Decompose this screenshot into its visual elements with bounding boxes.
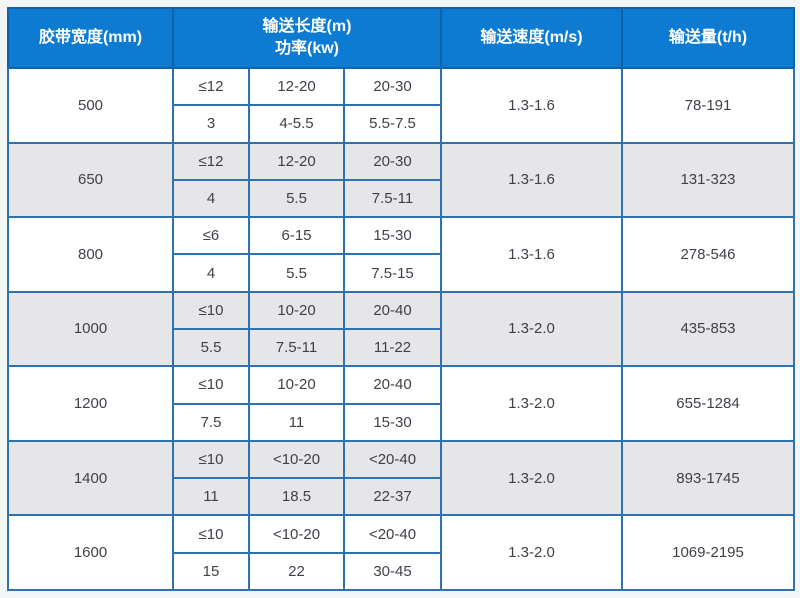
cell-power-3: 22-37 bbox=[343, 477, 442, 517]
col-header-speed: 输送速度(m/s) bbox=[440, 7, 623, 69]
cell-length-2: 10-20 bbox=[248, 365, 345, 405]
table-row: 1600 ≤10 <10-20 <20-40 1.3-2.0 1069-2195 bbox=[7, 514, 795, 591]
belt-group-650: 650 ≤12 12-20 20-30 1.3-1.6 131-323 4 5.… bbox=[7, 141, 795, 219]
cell-power-3: 7.5-11 bbox=[343, 178, 442, 219]
cell-power-3: 15-30 bbox=[343, 402, 442, 442]
cell-length-3: <20-40 bbox=[343, 439, 442, 480]
cell-capacity: 893-1745 bbox=[621, 439, 795, 517]
cell-capacity: 435-853 bbox=[621, 290, 795, 368]
cell-length-2: <10-20 bbox=[248, 439, 345, 480]
cell-length-3: 20-40 bbox=[343, 290, 442, 330]
table-row: 15 22 30-45 bbox=[8, 551, 794, 592]
col-header-belt-width: 胶带宽度(mm) bbox=[7, 7, 174, 69]
cell-length-3: 20-30 bbox=[343, 141, 442, 181]
cell-speed: 1.3-1.6 bbox=[440, 141, 623, 219]
cell-power-2: 5.5 bbox=[248, 253, 345, 293]
cell-power-2: 4-5.5 bbox=[248, 104, 345, 144]
table-row: 1200 ≤10 10-20 20-40 1.3-2.0 655-1284 bbox=[7, 365, 795, 442]
cell-length-3: 20-40 bbox=[343, 365, 442, 405]
cell-capacity: 131-323 bbox=[621, 141, 795, 219]
cell-speed: 1.3-1.6 bbox=[440, 67, 623, 144]
cell-capacity: 1069-2195 bbox=[621, 514, 795, 591]
cell-length-1: ≤12 bbox=[172, 141, 250, 181]
conveyor-spec-table: 胶带宽度(mm) 输送长度(m) 功率(kw) 输送速度(m/s) 输送量(t/… bbox=[7, 7, 795, 592]
cell-length-2: 6-15 bbox=[248, 216, 345, 256]
col-header-length-power: 输送长度(m) 功率(kw) bbox=[172, 7, 442, 69]
cell-power-1: 7.5 bbox=[172, 402, 250, 442]
belt-group-1400: 1400 ≤10 <10-20 <20-40 1.3-2.0 893-1745 … bbox=[7, 439, 795, 517]
header-row: 胶带宽度(mm) 输送长度(m) 功率(kw) 输送速度(m/s) 输送量(t/… bbox=[7, 7, 795, 69]
table-row: 1400 ≤10 <10-20 <20-40 1.3-2.0 893-1745 bbox=[7, 439, 795, 517]
cell-length-1: ≤10 bbox=[172, 514, 250, 554]
header-power-label: 功率(kw) bbox=[274, 40, 339, 57]
cell-power-1: 15 bbox=[172, 551, 250, 592]
table-row: 7.5 11 15-30 bbox=[8, 402, 794, 442]
cell-power-1: 5.5 bbox=[172, 327, 250, 368]
cell-power-2: 18.5 bbox=[248, 477, 345, 517]
cell-length-2: 12-20 bbox=[248, 66, 345, 107]
cell-power-1: 4 bbox=[172, 178, 250, 219]
cell-belt-width: 800 bbox=[7, 216, 174, 293]
table-row: 650 ≤12 12-20 20-30 1.3-1.6 131-323 bbox=[7, 141, 795, 219]
cell-power-2: 7.5-11 bbox=[248, 327, 345, 368]
table-row: 4 5.5 7.5-11 bbox=[8, 178, 794, 219]
cell-length-1: ≤10 bbox=[172, 439, 250, 480]
cell-speed: 1.3-2.0 bbox=[440, 439, 623, 517]
cell-power-2: 11 bbox=[248, 402, 345, 442]
cell-belt-width: 1600 bbox=[7, 514, 174, 591]
table-row: 500 ≤12 12-20 20-30 1.3-1.6 78-191 bbox=[7, 66, 795, 144]
cell-capacity: 278-546 bbox=[621, 216, 795, 293]
table-row: 4 5.5 7.5-15 bbox=[8, 253, 794, 293]
cell-belt-width: 500 bbox=[7, 67, 174, 144]
cell-speed: 1.3-2.0 bbox=[440, 514, 623, 591]
cell-length-3: 15-30 bbox=[343, 216, 442, 256]
cell-power-3: 30-45 bbox=[343, 551, 442, 592]
belt-group-500: 500 ≤12 12-20 20-30 1.3-1.6 78-191 3 4-5… bbox=[7, 66, 795, 144]
cell-power-1: 11 bbox=[172, 477, 250, 517]
cell-length-1: ≤6 bbox=[172, 216, 250, 256]
cell-power-3: 5.5-7.5 bbox=[343, 104, 442, 144]
belt-group-1200: 1200 ≤10 10-20 20-40 1.3-2.0 655-1284 7.… bbox=[7, 365, 795, 442]
cell-length-2: 12-20 bbox=[248, 141, 345, 181]
cell-speed: 1.3-2.0 bbox=[440, 365, 623, 442]
cell-power-3: 7.5-15 bbox=[343, 253, 442, 293]
cell-belt-width: 1000 bbox=[7, 290, 174, 368]
cell-length-1: ≤12 bbox=[172, 66, 250, 107]
cell-belt-width: 1200 bbox=[7, 365, 174, 442]
cell-capacity: 78-191 bbox=[621, 67, 795, 144]
table-row: 3 4-5.5 5.5-7.5 bbox=[8, 104, 794, 144]
cell-power-2: 5.5 bbox=[248, 178, 345, 219]
cell-speed: 1.3-2.0 bbox=[440, 290, 623, 368]
cell-power-1: 4 bbox=[172, 253, 250, 293]
table-header: 胶带宽度(mm) 输送长度(m) 功率(kw) 输送速度(m/s) 输送量(t/… bbox=[7, 7, 795, 69]
cell-length-2: 10-20 bbox=[248, 290, 345, 330]
table-row: 1000 ≤10 10-20 20-40 1.3-2.0 435-853 bbox=[7, 290, 795, 368]
cell-length-1: ≤10 bbox=[172, 290, 250, 330]
cell-power-2: 22 bbox=[248, 551, 345, 592]
belt-group-800: 800 ≤6 6-15 15-30 1.3-1.6 278-546 4 5.5 … bbox=[7, 216, 795, 293]
cell-length-1: ≤10 bbox=[172, 365, 250, 405]
table-row: 5.5 7.5-11 11-22 bbox=[8, 327, 794, 368]
header-length-label: 输送长度(m) bbox=[262, 18, 352, 36]
cell-belt-width: 650 bbox=[7, 141, 174, 219]
cell-length-3: <20-40 bbox=[343, 514, 442, 554]
table-row: 800 ≤6 6-15 15-30 1.3-1.6 278-546 bbox=[7, 216, 795, 293]
belt-group-1000: 1000 ≤10 10-20 20-40 1.3-2.0 435-853 5.5… bbox=[7, 290, 795, 368]
cell-speed: 1.3-1.6 bbox=[440, 216, 623, 293]
cell-power-3: 11-22 bbox=[343, 327, 442, 368]
table-row: 11 18.5 22-37 bbox=[8, 477, 794, 517]
cell-length-2: <10-20 bbox=[248, 514, 345, 554]
col-header-capacity: 输送量(t/h) bbox=[621, 7, 795, 69]
belt-group-1600: 1600 ≤10 <10-20 <20-40 1.3-2.0 1069-2195… bbox=[7, 514, 795, 592]
cell-capacity: 655-1284 bbox=[621, 365, 795, 442]
cell-belt-width: 1400 bbox=[7, 439, 174, 517]
cell-length-3: 20-30 bbox=[343, 66, 442, 107]
cell-power-1: 3 bbox=[172, 104, 250, 144]
